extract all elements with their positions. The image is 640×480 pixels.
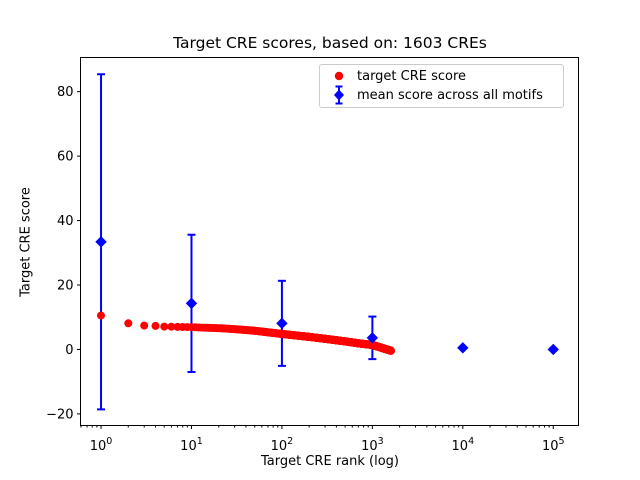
x-tick-label: 105 bbox=[542, 436, 565, 454]
y-tick-label: 60 bbox=[57, 150, 74, 165]
red-dot bbox=[151, 321, 160, 330]
legend-label: target CRE score bbox=[357, 68, 467, 84]
red-dot bbox=[160, 322, 169, 331]
x-tick-label: 100 bbox=[90, 436, 113, 454]
legend-item-mean-score: mean score across all motifs bbox=[320, 85, 563, 105]
blue-diamond bbox=[276, 317, 288, 330]
y-tick-label: 80 bbox=[57, 85, 74, 100]
legend: target CRE score mean score across all m… bbox=[319, 64, 564, 108]
x-axis-ticks bbox=[80, 425, 554, 429]
y-axis-ticks bbox=[77, 91, 81, 415]
x-tick-label: 102 bbox=[271, 436, 294, 454]
x-tick-label: 104 bbox=[452, 436, 475, 454]
x-axis-label: Target CRE rank (log) bbox=[261, 454, 399, 469]
y-tick-label: −20 bbox=[46, 407, 73, 422]
red-circle-icon bbox=[320, 70, 357, 82]
x-axis-tick-labels: 100 101 102 103 104 105 bbox=[90, 436, 565, 454]
red-dot bbox=[167, 322, 176, 331]
chart-title: Target CRE scores, based on: 1603 CREs bbox=[173, 34, 487, 52]
x-tick-label: 103 bbox=[361, 436, 384, 454]
x-tick-label: 101 bbox=[180, 436, 203, 454]
blue-diamond bbox=[457, 342, 469, 354]
red-dot bbox=[140, 321, 149, 330]
blue-diamond bbox=[95, 236, 107, 248]
legend-item-target-score: target CRE score bbox=[320, 67, 563, 85]
legend-label: mean score across all motifs bbox=[357, 87, 543, 103]
blue-diamond bbox=[366, 332, 379, 344]
red-dot bbox=[386, 346, 395, 355]
y-axis-tick-labels: −20 0 20 40 60 80 bbox=[46, 85, 73, 422]
blue-diamond bbox=[547, 343, 559, 356]
y-axis-label: Target CRE score bbox=[18, 187, 34, 297]
mean-series-errorbars bbox=[97, 73, 377, 411]
target-series-dots bbox=[97, 311, 395, 355]
axes-frame bbox=[80, 57, 579, 426]
y-tick-label: 40 bbox=[57, 214, 74, 229]
y-tick-label: 20 bbox=[57, 279, 74, 294]
mean-series-markers bbox=[95, 236, 559, 356]
red-dot bbox=[124, 319, 133, 328]
blue-diamond bbox=[185, 297, 198, 310]
y-tick-label: 0 bbox=[65, 343, 73, 358]
red-dot bbox=[97, 311, 105, 320]
blue-diamond-errorbar-icon bbox=[320, 85, 357, 105]
